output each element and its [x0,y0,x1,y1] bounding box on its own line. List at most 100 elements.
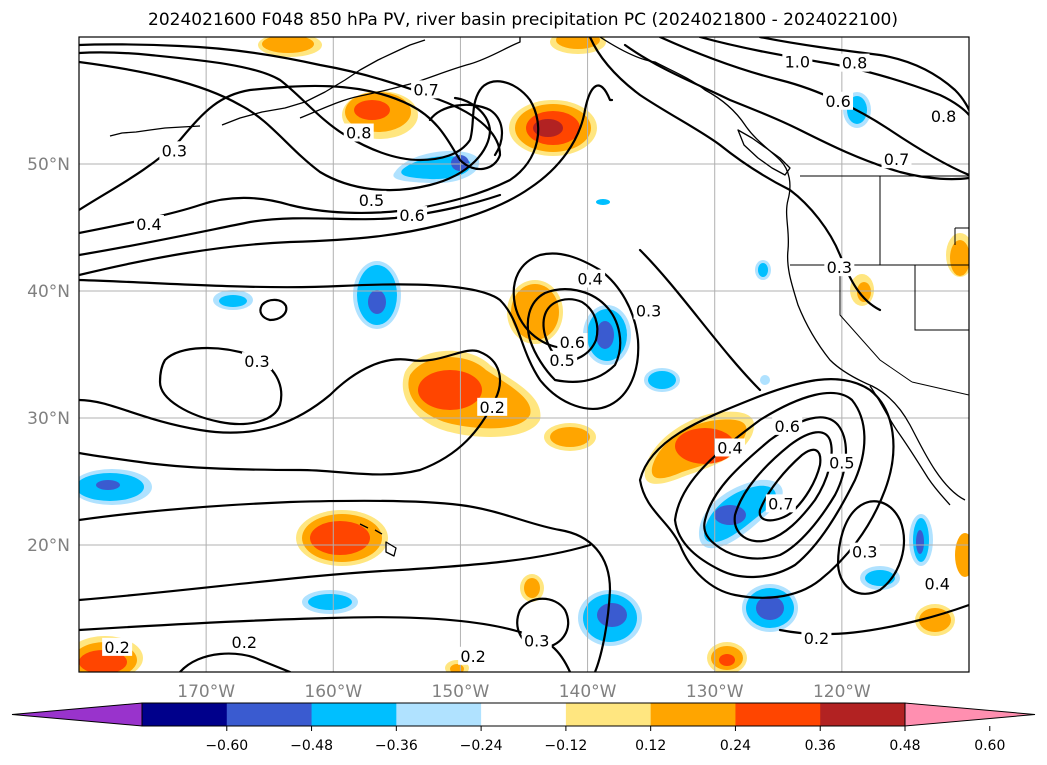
vancouver-island-coastline [737,129,791,176]
precip-blob-positive [354,100,390,120]
precip-blob-positive [524,578,540,598]
precip-blob-negative [219,295,247,307]
latitude-tick-label: 20°N [27,536,70,556]
colorbar-segment [650,703,736,726]
contour-label: 0.5 [359,191,384,210]
contour-label: 0.4 [577,270,602,289]
precip-blob-positive [533,119,563,137]
contour-label: 0.6 [399,206,424,225]
latitude-tick-label: 30°N [27,409,70,429]
colorbar-extend-min [11,702,143,727]
contour-label: 0.4 [136,215,161,234]
pv-contour [526,288,622,383]
pv-contour [178,652,292,672]
pv-contour [79,43,502,212]
pv-contour [638,248,762,392]
precip-blob-positive [418,370,482,410]
colorbar: −0.60 −0.48 −0.36 −0.24 −0.12 0.12 0.24 0.36 0.4… [11,702,1036,754]
figure-title: 2024021600 F048 850 hPa PV, river basin … [148,10,898,30]
baja-california-coastline [869,385,951,506]
contour-label: 0.4 [717,438,742,457]
contour-label: 0.6 [560,333,585,352]
contour-label: 0.5 [549,351,574,370]
contour-label-background [557,333,588,352]
colorbar-tick-label: −0.24 [460,738,503,754]
precip-blob-negative [596,199,610,205]
longitude-tick-label: 140°W [559,682,617,702]
contour-label-background [356,190,387,209]
contour-label-background [547,350,578,369]
precip-blob-negative [648,371,676,389]
contour-label: 0.3 [827,258,852,277]
graticule [79,37,969,672]
state-border [914,265,969,331]
longitude-tick-label: 120°W [813,682,871,702]
contour-label: 0.3 [244,352,269,371]
precip-blob-positive [556,37,600,49]
map-panel: 0.70.80.30.50.60.41.0 0.80.60.80.70.30.40… [78,36,970,673]
contour-label-background [849,542,880,561]
us-mexico-border [911,381,969,396]
pv-contour [673,391,866,578]
pv-contour [79,193,502,257]
contour-label-background [881,150,912,169]
precip-blob-positive [719,654,735,666]
north-american-coastline [599,37,966,501]
precip-blob-negative [368,290,386,314]
pv-contour [542,298,599,364]
state-border [839,265,913,383]
political-borders [790,175,969,396]
contour-label-background [521,631,552,650]
contour-label-background [242,352,272,371]
colorbar-tick-label: 0.48 [889,738,920,754]
colorbar-tick-label: 0.60 [974,738,1005,754]
pv-contour [79,543,592,602]
colorbar-extend-max [904,702,1036,727]
hawaiian-islands [359,523,397,557]
contour-label-background [782,52,813,71]
contour-label: 0.4 [924,574,949,593]
pv-contour [703,416,848,560]
precip-blob-negative [308,594,352,610]
contour-label: 0.2 [232,633,257,652]
precip-blob-negative [916,530,924,554]
precip-blob-negative [596,321,614,349]
contour-label: 0.5 [829,454,854,473]
precip-blob-positive [550,427,590,447]
contour-label-background [826,453,857,472]
contour-label-background [839,53,870,72]
contour-label: 0.7 [413,80,438,99]
pv-contour [758,37,969,112]
contour-label-background [102,637,133,656]
precip-blob-negative [597,603,627,627]
colorbar-tick-label: 0.36 [805,738,836,754]
pv-contour [638,378,895,599]
longitude-labels: 170°W 160°W 150°W 140°W 130°W 120°W [177,682,871,702]
contour-label-background [397,206,428,225]
contour-label: 1.0 [785,52,810,71]
pv-contour [588,37,882,312]
pv-contour [516,597,570,650]
pv-contour [158,347,283,426]
precip-blob-positive [310,521,370,555]
alaska-coastline [299,37,521,119]
colorbar-tick-label: −0.12 [544,738,587,754]
contour-label: 0.3 [524,632,549,651]
coastlines [109,37,966,557]
pv-contour [259,298,288,322]
longitude-tick-label: 130°W [686,682,744,702]
contour-label: 0.6 [825,92,850,111]
contour-label-background [477,397,508,416]
precip-blob-positive [950,240,969,276]
contour-label: 0.8 [931,107,956,126]
colorbar-segment [481,703,567,726]
contour-labels: 0.70.80.30.50.60.41.0 0.80.60.80.70.30.40… [102,52,959,666]
colorbar-tick-label: 0.24 [720,738,751,754]
contour-label-background [458,646,489,665]
contour-label: 0.6 [774,417,799,436]
precip-blob-negative [96,480,120,490]
contour-label: 0.2 [104,638,129,657]
precip-blob-positive [857,282,871,302]
state-border [954,227,969,245]
